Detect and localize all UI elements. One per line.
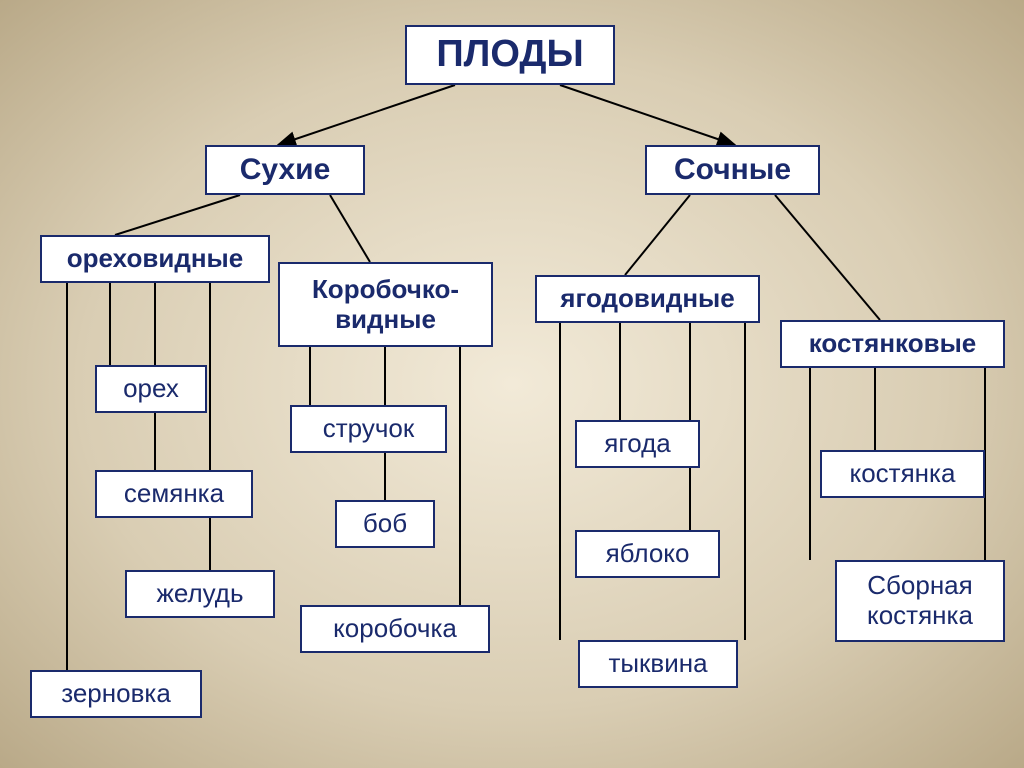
node-pod: стручок [290, 405, 447, 453]
node-drupelike: костянковые [780, 320, 1005, 368]
node-achene: семянка [95, 470, 253, 518]
node-berrylike: ягодовидные [535, 275, 760, 323]
node-bean: боб [335, 500, 435, 548]
node-aggdrupe: Сборная костянка [835, 560, 1005, 642]
node-root: ПЛОДЫ [405, 25, 615, 85]
node-nut: орех [95, 365, 207, 413]
node-caryopsis: зерновка [30, 670, 202, 718]
node-acorn: желудь [125, 570, 275, 618]
node-boxlike: Коробочко- видные [278, 262, 493, 347]
node-capsule: коробочка [300, 605, 490, 653]
node-dry: Сухие [205, 145, 365, 195]
node-apple: яблоко [575, 530, 720, 578]
node-drupe: костянка [820, 450, 985, 498]
node-nutlike: ореховидные [40, 235, 270, 283]
node-pepo: тыквина [578, 640, 738, 688]
node-juicy: Сочные [645, 145, 820, 195]
node-berry: ягода [575, 420, 700, 468]
